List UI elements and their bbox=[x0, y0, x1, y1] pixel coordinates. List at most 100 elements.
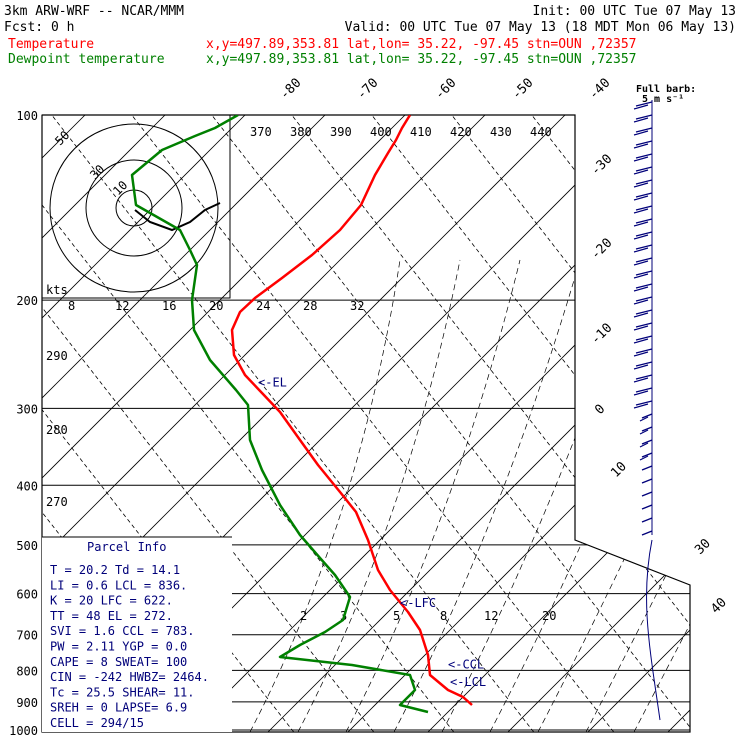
isotherm-line bbox=[42, 115, 501, 732]
wind-barb bbox=[635, 296, 653, 302]
isotherm-label: -50 bbox=[509, 76, 536, 103]
legend-temperature: Temperature bbox=[8, 37, 94, 52]
barb-note-line1: Full barb: bbox=[636, 84, 696, 95]
wind-barb bbox=[633, 208, 649, 214]
wind-barb bbox=[635, 374, 653, 380]
parcel-info-row: SREH = 0 LAPSE= 6.9 bbox=[50, 701, 187, 715]
wind-barb bbox=[639, 429, 649, 435]
hodo-ring-middle bbox=[85, 159, 183, 257]
dry-adiabat-line bbox=[279, 115, 690, 732]
wind-barb bbox=[641, 517, 653, 523]
wind-barb bbox=[635, 244, 653, 250]
mixing-ratio-label: 20 bbox=[542, 609, 556, 623]
wind-barb bbox=[633, 338, 649, 344]
level-annotation: <-CCL bbox=[448, 658, 484, 672]
wind-barb bbox=[633, 247, 649, 253]
pressure-tick-label: 800 bbox=[16, 664, 38, 678]
wind-barb bbox=[633, 169, 649, 175]
isotherm-label: -60 bbox=[432, 76, 459, 103]
mixing-ratio-label: 2 bbox=[300, 609, 307, 623]
isotherm-label: 30 bbox=[692, 536, 714, 558]
pressure-tick-label: 600 bbox=[16, 588, 38, 602]
moist-adiabat-line bbox=[345, 259, 521, 732]
header-init: Init: 00 UTC Tue 07 May 13 bbox=[533, 4, 737, 19]
wind-barb bbox=[635, 322, 653, 328]
level-annotation: <-EL bbox=[258, 375, 287, 389]
pressure-tick-label: 200 bbox=[16, 294, 38, 308]
isotherm-line bbox=[579, 115, 690, 732]
wind-barb bbox=[641, 413, 653, 419]
wind-barb bbox=[641, 491, 653, 497]
wind-barb bbox=[633, 182, 649, 188]
pressure-tick-label: 400 bbox=[16, 479, 38, 493]
wind-barb bbox=[635, 361, 653, 367]
dry-adiabat-line bbox=[42, 115, 381, 732]
isotherm-line bbox=[179, 115, 690, 732]
wind-barb bbox=[635, 166, 653, 172]
hodo-ring-label: 30 bbox=[87, 162, 107, 182]
wind-barb bbox=[635, 205, 653, 211]
wind-barb bbox=[633, 377, 649, 383]
legend-dewpoint-info: x,y=497.89,353.81 lat,lon= 35.22, -97.45… bbox=[206, 52, 636, 67]
wind-staff-lower bbox=[646, 539, 661, 721]
dry-adiabat-line bbox=[42, 115, 461, 732]
dry-adiabat-line bbox=[42, 115, 541, 732]
wind-barb bbox=[635, 179, 653, 185]
wind-barb bbox=[633, 312, 649, 318]
mixing-ratio-label: 5 bbox=[393, 609, 400, 623]
parcel-info-row: CELL = 294/15 bbox=[50, 716, 144, 730]
pressure-tick-label: 500 bbox=[16, 539, 38, 553]
dry-adiabat-line bbox=[359, 115, 690, 732]
moist-adiabat-line bbox=[393, 259, 581, 732]
hodograph-trace bbox=[134, 202, 221, 232]
wind-barb bbox=[633, 403, 649, 409]
isotherm-label: -40 bbox=[586, 76, 613, 103]
wind-barb bbox=[635, 270, 653, 276]
header-model: 3km ARW-WRF -- NCAR/MMM bbox=[4, 4, 184, 19]
wind-barb bbox=[633, 299, 649, 305]
dewpoint-profile bbox=[130, 115, 429, 714]
moist-adiabat-line bbox=[297, 259, 461, 732]
parcel-info-row: Tc = 25.5 SHEAR= 11. bbox=[50, 685, 195, 699]
theta-label: 370 bbox=[250, 125, 272, 139]
wind-barb bbox=[635, 153, 653, 159]
hodo-axis-label: 16 bbox=[162, 299, 176, 313]
wind-barb bbox=[635, 101, 653, 107]
wind-barb bbox=[641, 426, 653, 432]
isotherm-label: -80 bbox=[277, 76, 304, 103]
wind-barb bbox=[633, 221, 649, 227]
wind-barb bbox=[633, 117, 649, 123]
wind-barb bbox=[641, 452, 653, 458]
wind-barb bbox=[635, 231, 653, 237]
pressure-tick-label: 900 bbox=[16, 696, 38, 710]
dry-adiabat-line bbox=[679, 115, 690, 732]
wind-barb bbox=[641, 530, 653, 536]
isotherm-line bbox=[42, 115, 421, 732]
wind-barb bbox=[633, 156, 649, 162]
wind-barb bbox=[633, 104, 649, 110]
isotherm-label: -10 bbox=[588, 321, 615, 348]
wind-barb bbox=[633, 130, 649, 136]
legend-temperature-info: x,y=497.89,353.81 lat,lon= 35.22, -97.45… bbox=[206, 37, 636, 52]
wind-barb bbox=[639, 455, 649, 461]
parcel-info-row: T = 20.2 Td = 14.1 bbox=[50, 563, 180, 577]
hodo-axis-label: 20 bbox=[209, 299, 223, 313]
temperature-profile bbox=[230, 115, 473, 706]
wind-barb bbox=[641, 478, 653, 484]
theta-label: 390 bbox=[330, 125, 352, 139]
theta-label: 400 bbox=[370, 125, 392, 139]
isotherm-line bbox=[339, 115, 690, 732]
wind-barb bbox=[633, 260, 649, 266]
hodo-ring-label: 10 bbox=[110, 178, 130, 198]
hodo-axis-label: 32 bbox=[350, 299, 364, 313]
parcel-info-row: LI = 0.6 LCL = 836. bbox=[50, 578, 187, 592]
wind-barb bbox=[635, 218, 653, 224]
parcel-info-title: Parcel Info bbox=[87, 540, 166, 554]
isotherm-line bbox=[659, 115, 690, 732]
barb-note-line2: 5 m s⁻¹ bbox=[642, 94, 684, 105]
isotherm-label: -20 bbox=[588, 236, 615, 263]
dry-adiabat-line bbox=[42, 115, 301, 732]
pressure-tick-label: 1000 bbox=[9, 724, 38, 738]
theta-label: 430 bbox=[490, 125, 512, 139]
dry-adiabat-line bbox=[199, 115, 690, 732]
